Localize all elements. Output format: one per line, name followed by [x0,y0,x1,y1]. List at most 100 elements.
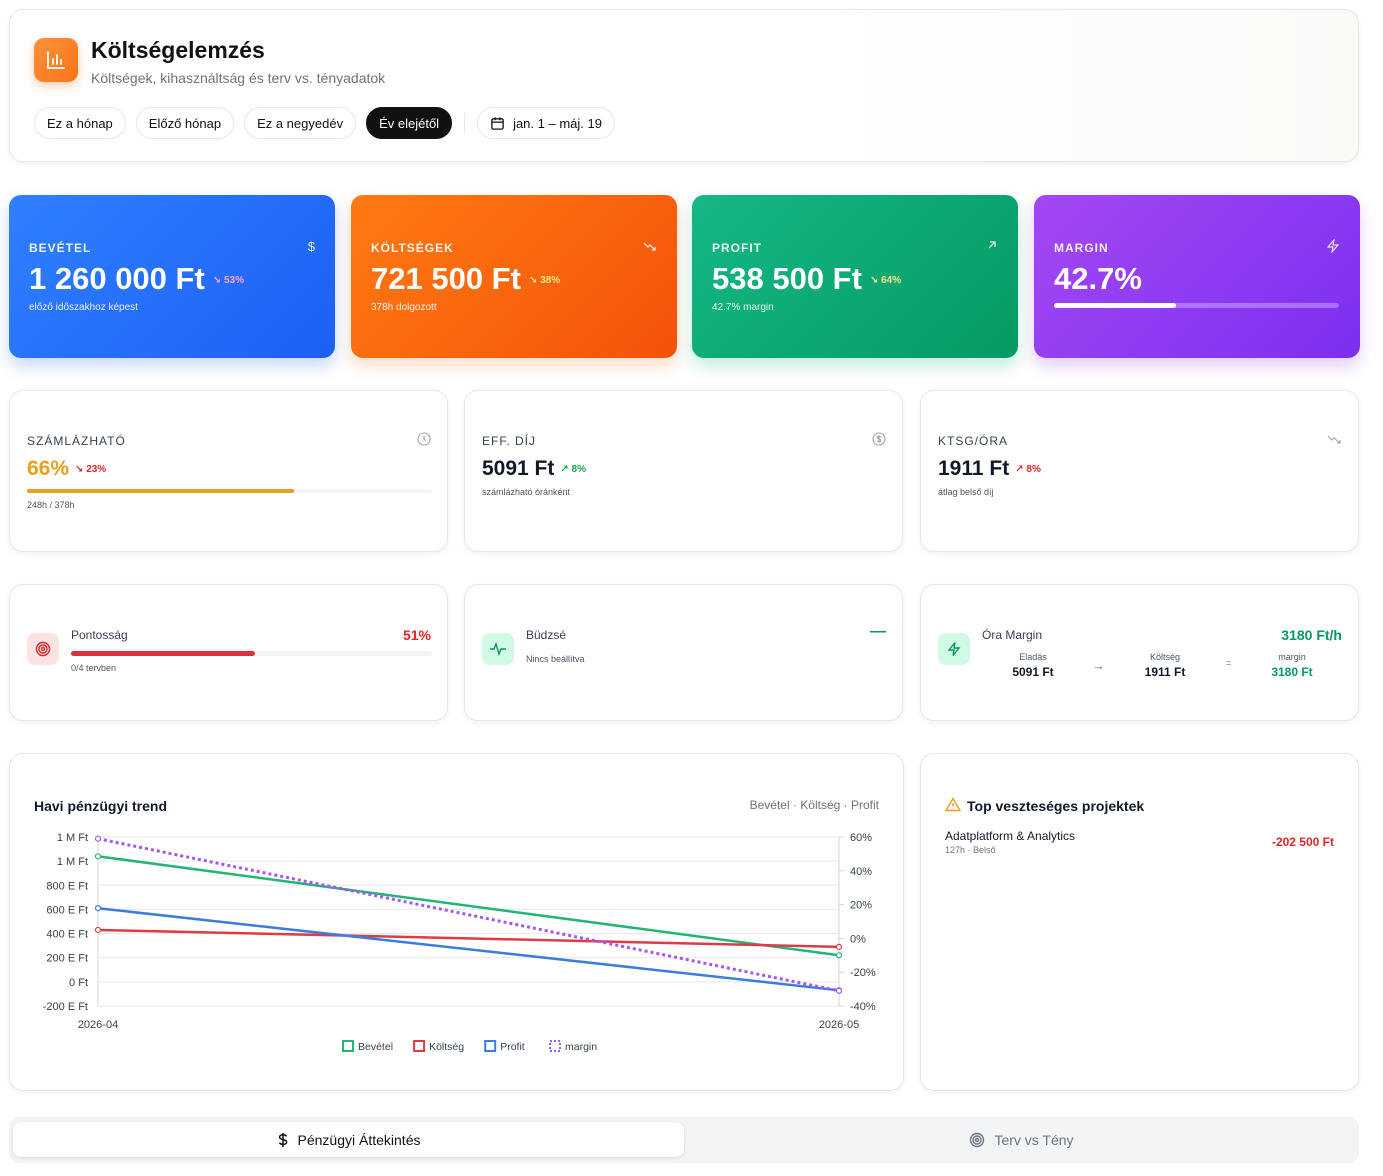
legend-label-bevétel: Bevétel [358,1041,393,1053]
kpi-change: ↘ 53% [212,275,244,287]
y-left-tick-label: 400 E Ft [46,929,88,941]
series-line-bevétel [97,855,840,957]
bar-chart-icon [34,38,78,82]
stat-value: 66% ↘ 23% [27,457,106,481]
lightning-icon [1326,239,1340,253]
kpi-label: BEVÉTEL [29,241,92,255]
filter-this-month-button[interactable]: Ez a hónap [34,107,126,139]
loss-project-meta: 127h · Belső [945,845,996,855]
legend-label-margin: margin [565,1041,597,1053]
stat-change: ↗ 8% [1015,463,1041,475]
stat-change: ↗ 8% [560,463,586,475]
accuracy-card: Pontosság 51% 0/4 tervben [9,584,448,721]
stat-value-text: 5091 Ft [482,457,555,480]
data-point-margin [835,987,843,994]
trending-down-icon [1327,435,1341,444]
margin-progress-bar [1054,303,1339,308]
stat-value: 5091 Ft ↗ 8% [482,457,586,481]
stat-value-text: 1911 Ft [938,457,1010,480]
kpi-value: 1 260 000 Ft ↘ 53% [29,261,244,297]
budget-sub: Nincs beállítva [526,654,585,664]
legend-label-profit: Profit [500,1041,525,1053]
series-line-profit [97,906,840,992]
hour-margin-title: Óra Margin [982,628,1043,642]
stat-sub: átlag belső díj [938,487,994,497]
stat-label: EFF. DÍJ [482,434,537,448]
accuracy-title: Pontosság [71,628,128,642]
data-point-profit [94,905,102,912]
billable-progress-fill [27,489,295,493]
kpi-sub: 42.7% margin [712,302,774,313]
target-icon [27,633,59,665]
formula-arrow: → [1092,658,1105,673]
stat-value-text: 66% [27,457,70,480]
view-tabs: Pénzügyi Áttekintés Terv vs Tény [9,1117,1359,1163]
formula-cost: Költség 1911 Ft [1125,652,1205,679]
formula-margin-label: margin [1278,652,1306,662]
kpi-change: ↘ 64% [869,275,902,287]
filter-this-quarter-button[interactable]: Ez a negyedév [244,107,357,139]
stat-sub: 248h / 378h [27,500,75,510]
y-left-tick-label: 1 M Ft [57,856,88,868]
y-left-tick-label: 0 Ft [69,977,88,989]
y-right-tick-label: 0% [850,933,866,945]
x-tick-label: 2026-05 [819,1019,859,1031]
stat-change: ↘ 23% [75,463,107,475]
kpi-label: KÖLTSÉGEK [371,241,454,255]
formula-cost-label: Költség [1149,652,1181,662]
date-range-label: jan. 1 – máj. 19 [513,115,602,131]
series-line-költség [97,928,840,949]
y-right-tick-label: 20% [850,900,872,912]
formula-cost-value: 1911 Ft [1144,665,1186,679]
accuracy-progress-bar [71,651,432,656]
accuracy-value: 51% [402,627,431,643]
trending-down-icon [643,242,656,251]
top-loss-projects-card: Top veszteséges projektek Adatplatform &… [920,753,1359,1091]
formula-sale-value: 5091 Ft [1012,665,1054,679]
billable-progress-bar [27,489,432,493]
kpi-value-text: 538 500 Ft [712,261,862,296]
accuracy-progress-fill [71,651,256,656]
budget-empty-value: — [870,623,886,640]
hour-margin-value: 3180 Ft/h [1281,627,1342,643]
filter-ytd-button[interactable]: Év elejétől [366,107,453,139]
budget-title: Büdzsé [526,628,567,642]
date-range-picker[interactable]: jan. 1 – máj. 19 [477,107,615,139]
hour-margin-card: Óra Margin 3180 Ft/h Eladás 5091 Ft → Kö… [920,584,1359,721]
warning-icon [945,797,961,812]
lightning-icon [938,633,970,665]
y-left-tick-label: 200 E Ft [46,953,88,965]
formula-margin: margin 3180 Ft [1252,652,1332,679]
trend-chart-card: Havi pénzügyi trend Bevétel · Költség · … [9,753,904,1091]
legend-swatch-bevétel [342,1040,354,1052]
kpi-value: 538 500 Ft ↘ 64% [712,261,901,297]
tab-financial-overview[interactable]: Pénzügyi Áttekintés [13,1122,684,1157]
formula-margin-value: 3180 Ft [1271,665,1313,679]
header-card: Költségelemzés Költségek, kihasználtság … [9,9,1359,162]
dollar-icon: $ [307,239,315,254]
loss-project-name[interactable]: Adatplatform & Analytics [945,829,1076,843]
kpi-value-text: 1 260 000 Ft [29,261,205,296]
tab-plan-vs-actual[interactable]: Terv vs Tény [688,1122,1355,1157]
stat-eff-rate-card: EFF. DÍJ 5091 Ft ↗ 8% számlázható óránkén… [464,390,903,552]
series-line-margin [97,837,840,993]
kpi-label: MARGIN [1054,241,1109,255]
losses-title: Top veszteséges projektek [967,798,1145,814]
dollar-icon [278,1132,287,1147]
clock-icon [417,432,431,446]
page-subtitle: Költségek, kihasználtság és terv vs. tén… [91,70,386,86]
period-filters: Ez a hónap Előző hónap Ez a negyedév Év … [34,107,615,139]
target-icon [970,1132,985,1147]
kpi-sub: 378h dolgozott [371,302,437,313]
legend-label-költség: Költség [429,1041,464,1053]
formula-sale-label: Eladás [1019,652,1047,662]
filter-prev-month-button[interactable]: Előző hónap [135,107,235,139]
kpi-value: 42.7% [1054,261,1142,296]
y-right-tick-label: -20% [850,967,876,979]
budget-card: Büdzsé Nincs beállítva — [464,584,903,721]
data-point-bevétel [835,952,843,959]
formula-equals: = [1226,658,1232,668]
stat-label: SZÁMLÁZHATÓ [27,434,126,448]
stat-value: 1911 Ft ↗ 8% [938,457,1041,481]
legend-swatch-profit [484,1040,497,1052]
